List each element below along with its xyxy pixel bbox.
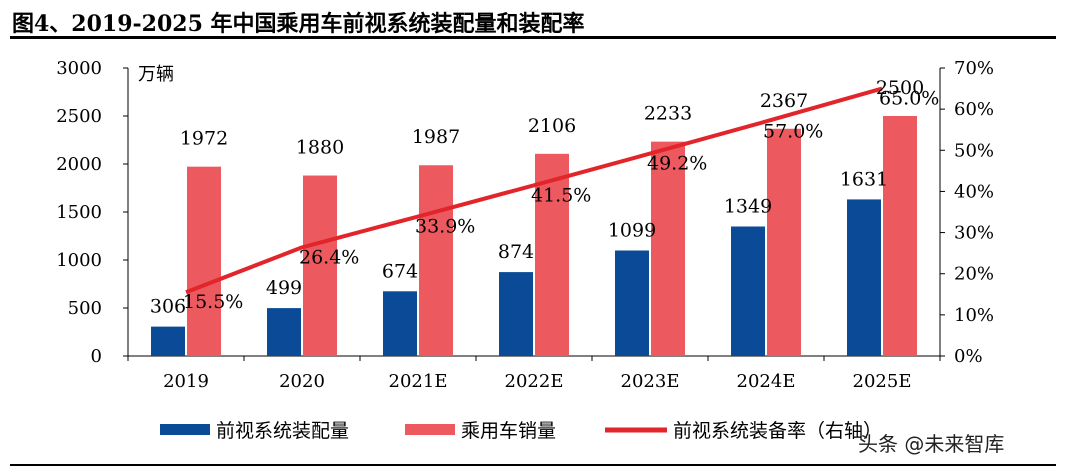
left-tick-label: 500 — [68, 298, 102, 319]
bar-assembly-volume — [731, 226, 765, 356]
left-tick-label: 0 — [91, 346, 102, 367]
data-label-assembly: 306 — [150, 296, 186, 318]
right-tick-label: 60% — [954, 99, 994, 120]
bar-assembly-volume — [267, 308, 301, 356]
x-tick-label: 2020 — [279, 371, 325, 392]
legend-label: 前视系统装备率（右轴） — [673, 420, 882, 442]
chart-legend: 前视系统装配量 乘用车销量 前视系统装备率（右轴） — [160, 420, 882, 442]
x-tick-label: 2021E — [389, 371, 448, 392]
data-label-rate: 33.9% — [415, 216, 475, 238]
legend-label: 前视系统装配量 — [216, 420, 349, 442]
bar-car-sales — [651, 141, 685, 356]
watermark-text: 头条 @未来智库 — [858, 432, 1005, 456]
title-rule — [10, 36, 1056, 39]
left-tick-label: 2500 — [56, 106, 102, 127]
right-tick-label: 10% — [954, 305, 994, 326]
data-label-sales: 2233 — [644, 103, 692, 125]
bar-series — [151, 116, 917, 356]
bar-assembly-volume — [615, 250, 649, 356]
x-tick-label: 2025E — [853, 371, 912, 392]
data-label-sales: 1972 — [180, 128, 228, 150]
watermark: 头条 @未来智库 — [858, 428, 1004, 457]
data-label-rate: 65.0% — [879, 88, 939, 110]
data-label-assembly: 1349 — [724, 195, 772, 217]
legend-item-assembly-volume: 前视系统装配量 — [160, 420, 349, 442]
data-label-rate: 15.5% — [183, 291, 243, 313]
data-label-assembly: 674 — [382, 260, 418, 282]
bar-assembly-volume — [847, 199, 881, 356]
right-tick-label: 70% — [954, 58, 994, 79]
x-tick-label: 2024E — [737, 371, 796, 392]
right-tick-label: 30% — [954, 223, 994, 244]
bar-car-sales — [187, 166, 221, 356]
bar-assembly-volume — [499, 272, 533, 356]
bar-car-sales — [767, 128, 801, 356]
data-label-sales: 1987 — [412, 126, 460, 148]
data-label-rate: 57.0% — [763, 120, 823, 142]
x-tick-label: 2022E — [505, 371, 564, 392]
legend-label: 乘用车销量 — [461, 420, 556, 442]
data-labels: 306 1972 499 1880 674 1987 874 2106 1099 2233 1349… — [150, 77, 939, 318]
left-tick-label: 3000 — [56, 58, 102, 79]
legend-item-assembly-rate: 前视系统装备率（右轴） — [605, 420, 882, 442]
legend-swatch — [160, 424, 210, 435]
data-label-sales: 2500 — [876, 77, 924, 99]
data-label-assembly: 499 — [266, 277, 302, 299]
left-tick-label: 2000 — [56, 154, 102, 175]
bar-car-sales — [535, 153, 569, 356]
data-label-sales: 1880 — [296, 137, 344, 159]
data-label-sales: 2106 — [528, 115, 576, 137]
right-tick-label: 20% — [954, 264, 994, 285]
right-tick-label: 40% — [954, 181, 994, 202]
x-tick-label: 2019 — [163, 371, 209, 392]
data-label-sales: 2367 — [760, 90, 808, 112]
left-axis-unit: 万辆 — [138, 64, 174, 85]
data-label-assembly: 1631 — [840, 168, 888, 190]
chart-axes: 0 500 1000 1500 2000 2500 3000 万辆 0% 10% 20% 30% 40%… — [56, 58, 994, 392]
legend-swatch — [405, 424, 455, 435]
left-tick-label: 1500 — [56, 202, 102, 223]
data-label-rate: 49.2% — [647, 153, 707, 175]
bottom-rule — [10, 464, 1056, 466]
line-assembly-rate — [185, 86, 883, 295]
data-label-assembly: 1099 — [608, 219, 656, 241]
x-tick-label: 2023E — [621, 371, 680, 392]
bar-assembly-volume — [151, 326, 185, 356]
bar-assembly-volume — [383, 291, 417, 356]
chart-title: 图4、2019-2025 年中国乘用车前视系统装配量和装配率 — [12, 11, 585, 37]
data-label-assembly: 874 — [498, 241, 534, 263]
data-label-rate: 26.4% — [299, 246, 359, 268]
right-tick-label: 0% — [954, 346, 983, 367]
bar-car-sales — [419, 165, 453, 356]
right-tick-label: 50% — [954, 140, 994, 161]
data-label-rate: 41.5% — [531, 184, 591, 206]
left-tick-label: 1000 — [56, 250, 102, 271]
line-series — [185, 86, 883, 295]
bar-car-sales — [883, 116, 917, 356]
bar-car-sales — [303, 175, 337, 356]
legend-item-car-sales: 乘用车销量 — [405, 420, 556, 442]
